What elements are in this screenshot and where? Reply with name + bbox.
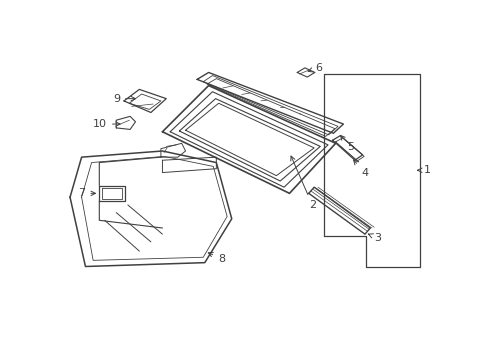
Text: 2: 2	[290, 156, 315, 210]
Text: 4: 4	[353, 160, 367, 177]
Text: 3: 3	[367, 233, 381, 243]
Text: 5: 5	[340, 135, 353, 152]
Text: 1: 1	[417, 165, 430, 175]
Text: 9: 9	[113, 94, 135, 104]
Text: 10: 10	[93, 119, 120, 129]
Text: 7: 7	[78, 188, 95, 198]
Text: 8: 8	[208, 253, 224, 264]
Text: 6: 6	[307, 63, 321, 73]
